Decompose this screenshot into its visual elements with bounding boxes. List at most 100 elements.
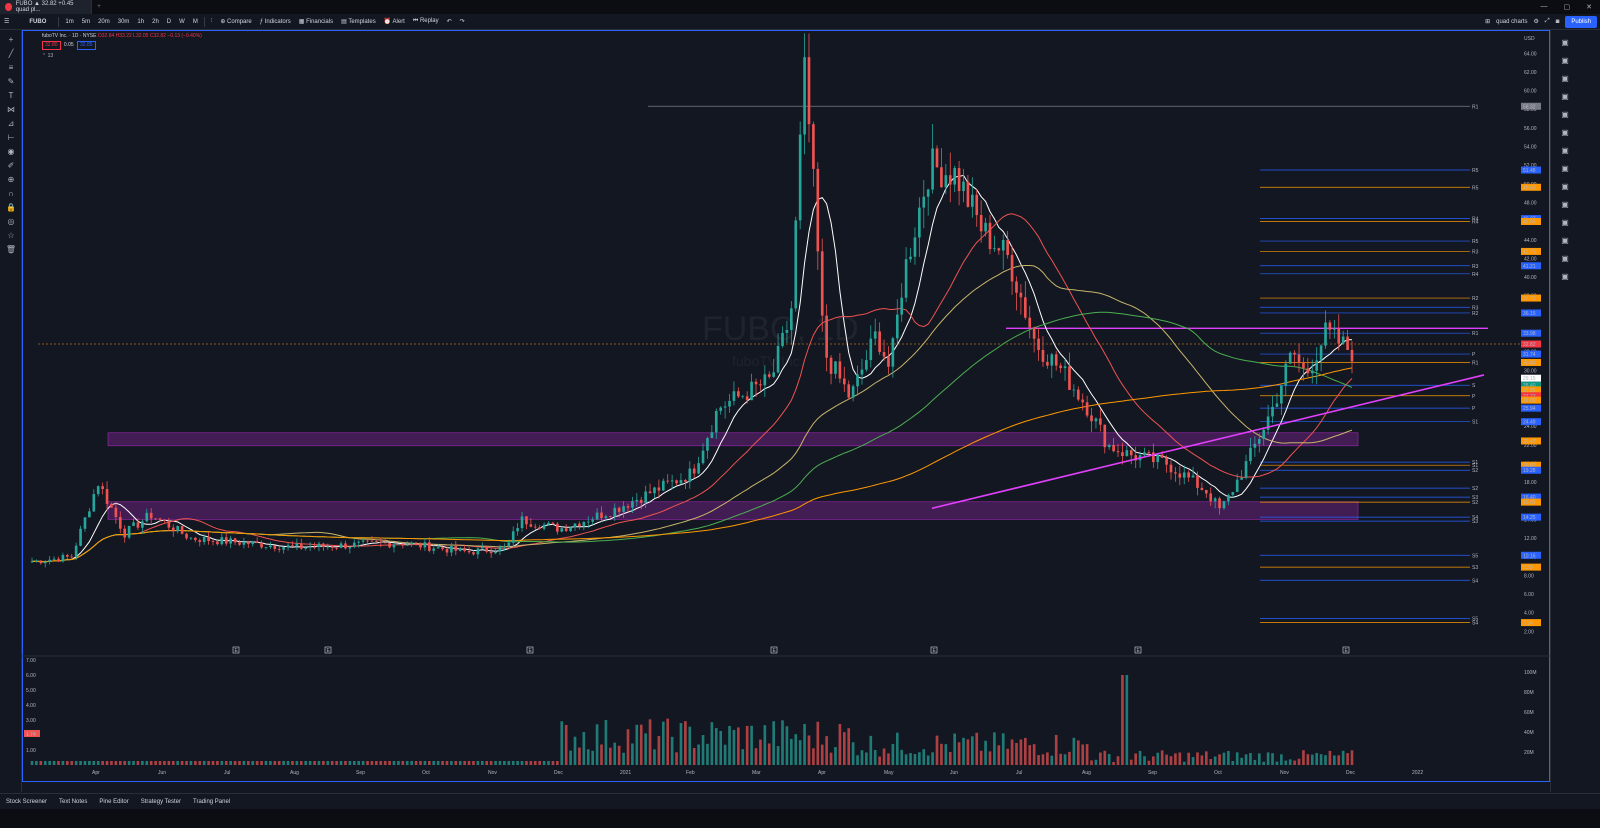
interval-5m[interactable]: 5m xyxy=(81,18,91,25)
volume-bar xyxy=(167,761,171,765)
chart-pane[interactable] xyxy=(22,30,1550,782)
currency-label: USD xyxy=(1524,36,1535,42)
calendar-icon[interactable]: ▣ xyxy=(1561,110,1569,119)
pattern-icon[interactable]: ⋈ xyxy=(7,105,15,114)
interval-1h[interactable]: 1h xyxy=(137,18,145,25)
earnings-marker[interactable] xyxy=(1134,646,1142,654)
ruler-icon[interactable]: ✐ xyxy=(7,161,15,170)
visibility-icon[interactable]: ◎ xyxy=(7,217,15,226)
bid-price[interactable]: 32.80 xyxy=(42,41,61,50)
interval-2h[interactable]: 2h xyxy=(152,18,159,25)
trendline-icon[interactable]: ╱ xyxy=(8,49,14,58)
magnet-icon[interactable]: ∩ xyxy=(8,189,14,198)
volume-bar xyxy=(834,747,837,765)
financials-button[interactable]: ▦ Financials xyxy=(298,19,334,25)
candle-body xyxy=(1266,416,1270,430)
news-icon[interactable]: ▣ xyxy=(1561,200,1569,209)
chats-icon[interactable]: ▣ xyxy=(1561,164,1569,173)
lock-icon[interactable]: 🔒 xyxy=(6,203,16,212)
text-icon[interactable]: T xyxy=(8,91,14,100)
candle-body xyxy=(697,463,700,474)
new-tab-button[interactable]: + xyxy=(97,4,101,10)
alert-button[interactable]: ⏰ Alert xyxy=(383,19,405,25)
ideas-icon[interactable]: ▣ xyxy=(1561,128,1569,137)
watchlist-icon[interactable]: ▣ xyxy=(1561,38,1569,47)
volume-bar xyxy=(1324,755,1327,765)
templates-button[interactable]: ▤ Templates xyxy=(341,19,376,25)
camera-icon[interactable]: ◙ xyxy=(1555,18,1560,25)
panel-tab-text-notes[interactable]: Text Notes xyxy=(59,798,88,805)
undo-icon[interactable]: ↶ xyxy=(446,19,452,25)
earnings-marker[interactable] xyxy=(324,646,332,654)
favorites-icon[interactable]: ☆ xyxy=(7,231,15,240)
layout-grid-icon[interactable]: ⊞ xyxy=(1485,19,1491,25)
close-icon[interactable]: ✕ xyxy=(1586,4,1592,11)
trend-line[interactable] xyxy=(931,374,1485,510)
interval-d[interactable]: D xyxy=(166,18,172,25)
browser-tab[interactable]: FUBO ▲ 32.82 +0.45 quad pl... xyxy=(0,0,92,14)
candle-body xyxy=(1222,501,1226,509)
trash-icon[interactable]: 🗑 xyxy=(5,245,17,254)
interval-m[interactable]: M xyxy=(192,18,198,25)
ask-price[interactable]: 32.85 xyxy=(77,41,96,50)
interval-30m[interactable]: 30m xyxy=(117,18,130,25)
menu-icon[interactable]: ☰ xyxy=(4,19,10,25)
data-window-icon[interactable]: ▣ xyxy=(1561,74,1569,83)
symbol-search[interactable]: FUBO xyxy=(29,18,47,25)
volume-bar xyxy=(666,718,670,765)
pine-icon[interactable]: ▣ xyxy=(1561,272,1569,281)
streams-icon[interactable]: ▣ xyxy=(1561,146,1569,155)
panel-tab-trading-panel[interactable]: Trading Panel xyxy=(193,798,231,805)
candle-body xyxy=(900,297,904,315)
alerts-icon[interactable]: ▣ xyxy=(1561,56,1569,65)
eye-icon[interactable]: ◉ xyxy=(7,147,15,156)
measure-icon[interactable]: ⊢ xyxy=(7,133,15,142)
volume-bar xyxy=(1138,750,1142,765)
volume-bar xyxy=(525,761,528,765)
brush-icon[interactable]: ✎ xyxy=(7,77,15,86)
price-tag xyxy=(1521,498,1541,506)
volume-bar xyxy=(882,748,886,765)
maximize-icon[interactable]: ▢ xyxy=(1563,4,1571,11)
indicators-collapse-icon[interactable]: ⌃ xyxy=(42,53,47,59)
interval-w[interactable]: W xyxy=(179,18,185,25)
interval-1m[interactable]: 1m xyxy=(65,18,74,25)
zoom-icon[interactable]: ⊕ xyxy=(7,175,15,184)
replay-button[interactable]: ⏮ Replay xyxy=(412,18,439,24)
chart-type-icon[interactable]: ⫶ xyxy=(210,18,213,24)
notifications-icon[interactable]: ▣ xyxy=(1561,182,1569,191)
order-panel-icon[interactable]: ▣ xyxy=(1561,218,1569,227)
candle-body xyxy=(414,542,418,544)
forecast-icon[interactable]: ⊿ xyxy=(7,119,15,128)
earnings-marker[interactable] xyxy=(770,646,778,654)
fullscreen-icon[interactable]: ⤢ xyxy=(1544,18,1550,24)
interval-20m[interactable]: 20m xyxy=(98,18,110,25)
indicators-button[interactable]: ƒ Indicators xyxy=(259,18,291,25)
fib-icon[interactable]: ≡ xyxy=(8,63,14,72)
panel-tab-strategy-tester[interactable]: Strategy Tester xyxy=(140,798,181,805)
candle-body xyxy=(1023,297,1027,318)
panel-tab-stock-screener[interactable]: Stock Screener xyxy=(6,798,48,805)
hotlist-icon[interactable]: ▣ xyxy=(1561,92,1569,101)
redo-icon[interactable]: ↷ xyxy=(459,19,465,25)
compare-button[interactable]: ⊕ Compare xyxy=(220,19,252,25)
x-axis-label: Nov xyxy=(488,770,497,776)
screener-icon[interactable]: ▣ xyxy=(1561,254,1569,263)
earnings-marker[interactable] xyxy=(526,646,534,654)
settings-icon[interactable]: ⚙ xyxy=(1533,19,1539,25)
publish-button[interactable]: Publish xyxy=(1565,15,1597,28)
price-tag xyxy=(1521,396,1541,404)
earnings-marker[interactable] xyxy=(232,646,240,654)
layout-name[interactable]: quad charts xyxy=(1496,18,1528,25)
price-chart[interactable]: 100M 80M 60M 40M 20M 7.00 6.00 5.00 4.00 3.00 2.00… xyxy=(22,30,1550,782)
crosshair-icon[interactable]: + xyxy=(8,35,14,44)
candle-body xyxy=(661,480,665,491)
browser-tab-title: FUBO ▲ 32.82 +0.45 quad pl... xyxy=(15,1,74,13)
panel-tab-pine-editor[interactable]: Pine Editor xyxy=(99,798,129,805)
earnings-marker[interactable] xyxy=(930,646,938,654)
volume-axis-label: 20M xyxy=(1524,750,1534,756)
minimize-icon[interactable]: — xyxy=(1540,3,1548,10)
dom-icon[interactable]: ▣ xyxy=(1561,236,1569,245)
earnings-marker[interactable] xyxy=(1342,646,1350,654)
volume-bar xyxy=(1218,754,1221,765)
